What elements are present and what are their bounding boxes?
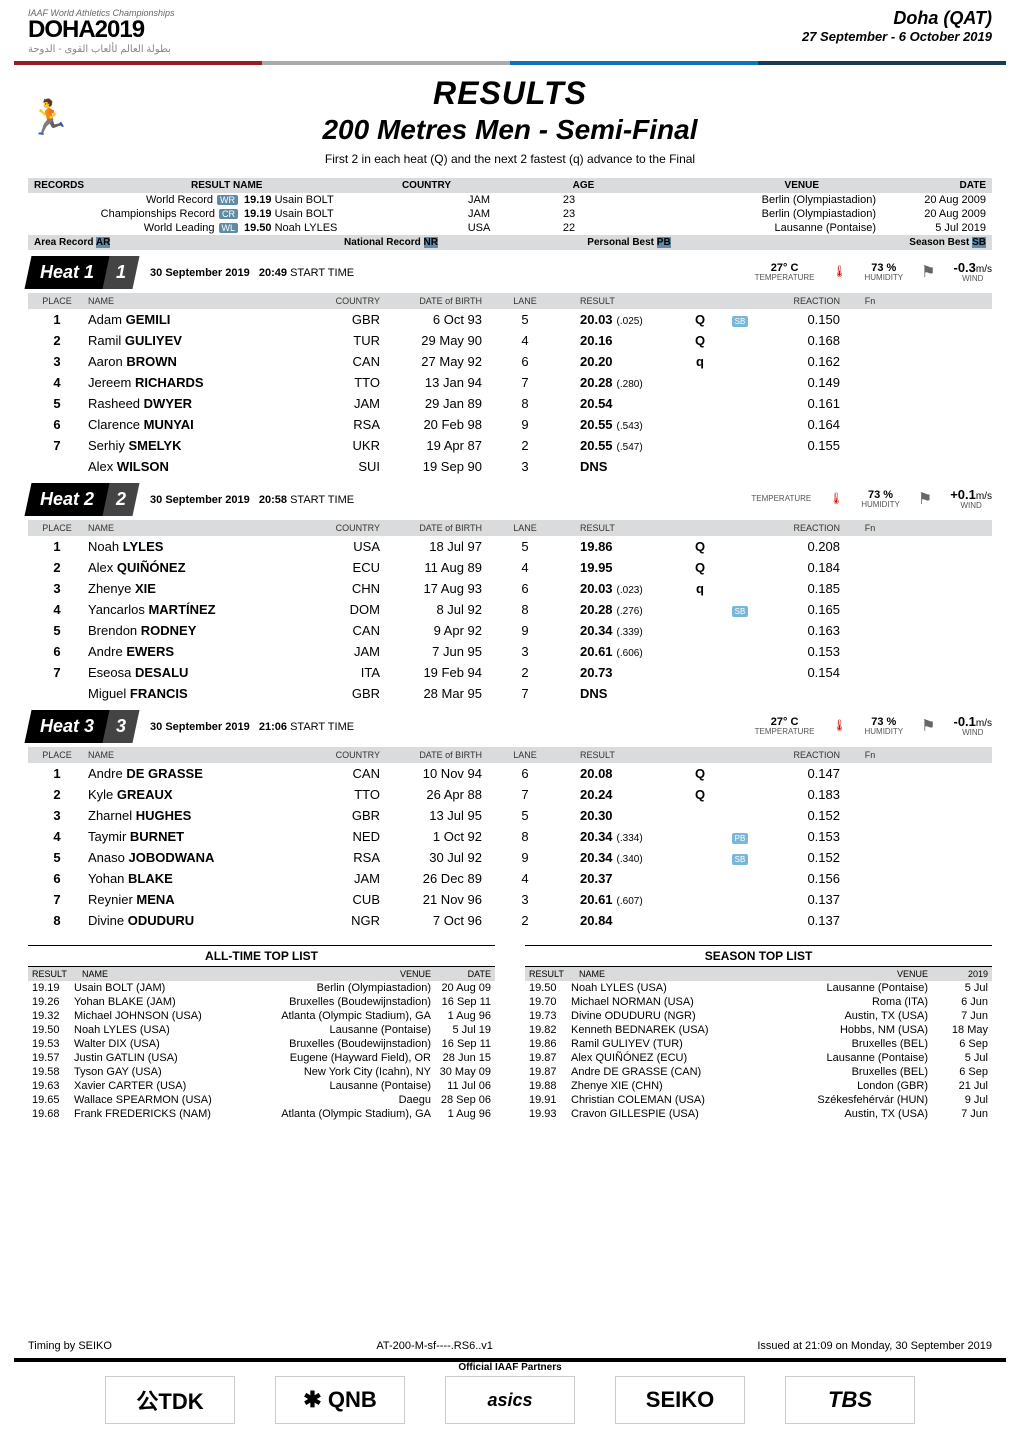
doha-logo: DOHA2019 [28, 16, 175, 44]
table-row: 3 Zhenye XIE CHN 17 Aug 93 6 20.03(.023)… [28, 578, 992, 599]
list-item: 19.50Noah LYLES (USA)Lausanne (Pontaise)… [525, 981, 992, 995]
header-right: Doha (QAT) 27 September - 6 October 2019 [802, 8, 992, 44]
timing-by: Timing by SEIKO [28, 1340, 112, 1352]
results-table: PLACE NAME COUNTRY DATE of BIRTH LANE RE… [28, 293, 992, 477]
sponsor-asics: asics [445, 1376, 575, 1424]
table-header: PLACE NAME COUNTRY DATE of BIRTH LANE RE… [28, 747, 992, 763]
atl-hdr-left: RESULT NAME VENUE DATE [28, 967, 495, 981]
heat-bar: Heat 2 2 30 September 2019 20:58 START T… [28, 483, 992, 516]
table-row: 3 Aaron BROWN CAN 27 May 92 6 20.20 q 0.… [28, 351, 992, 372]
table-row: 6 Yohan BLAKE JAM 26 Dec 89 4 20.37 0.15… [28, 868, 992, 889]
record-row: World RecordWR 19.19 Usain BOLT JAM 23 B… [28, 193, 992, 207]
city: Doha (QAT) [802, 8, 992, 29]
table-row: 6 Clarence MUNYAI RSA 20 Feb 98 9 20.55(… [28, 414, 992, 435]
sponsors: 公TDK ✱ QNB Official IAAF Partners asics … [0, 1368, 1020, 1442]
table-row: 5 Rasheed DWYER JAM 29 Jan 89 8 20.54 0.… [28, 393, 992, 414]
table-header: PLACE NAME COUNTRY DATE of BIRTH LANE RE… [28, 520, 992, 536]
record-row: Championships RecordCR 19.19 Usain BOLT … [28, 207, 992, 221]
sponsor-tdk: 公TDK [105, 1376, 235, 1424]
list-item: 19.86Ramil GULIYEV (TUR)Bruxelles (BEL)6… [525, 1037, 992, 1051]
heat-bar: Heat 3 3 30 September 2019 21:06 START T… [28, 710, 992, 743]
table-row: 2 Alex QUIÑÓNEZ ECU 11 Aug 89 4 19.95 Q … [28, 557, 992, 578]
table-row: 2 Ramil GULIYEV TUR 29 May 90 4 20.16 Q … [28, 330, 992, 351]
atl-title-right: SEASON TOP LIST [525, 945, 992, 967]
table-row: 7 Serhiy SMELYK UKR 19 Apr 87 2 20.55(.5… [28, 435, 992, 456]
table-row: 5 Brendon RODNEY CAN 9 Apr 92 9 20.34(.3… [28, 620, 992, 641]
list-item: 19.82Kenneth BEDNAREK (USA)Hobbs, NM (US… [525, 1023, 992, 1037]
table-row: 1 Noah LYLES USA 18 Jul 97 5 19.86 Q 0.2… [28, 536, 992, 557]
list-item: 19.93Cravon GILLESPIE (USA)Austin, TX (U… [525, 1107, 992, 1121]
header-left: IAAF World Athletics Championships DOHA2… [28, 8, 175, 55]
results-table: PLACE NAME COUNTRY DATE of BIRTH LANE RE… [28, 520, 992, 704]
list-item: 19.70Michael NORMAN (USA)Roma (ITA)6 Jun [525, 995, 992, 1009]
sponsor-qnb: ✱ QNB [275, 1376, 405, 1424]
heat-bar: Heat 1 1 30 September 2019 20:49 START T… [28, 256, 992, 289]
thermometer-icon: 🌡 [833, 266, 847, 278]
results-table: PLACE NAME COUNTRY DATE of BIRTH LANE RE… [28, 747, 992, 931]
list-item: 19.73Divine ODUDURU (NGR)Austin, TX (USA… [525, 1009, 992, 1023]
table-row: 2 Kyle GREAUX TTO 26 Apr 88 7 20.24 Q 0.… [28, 784, 992, 805]
list-item: 19.65Wallace SPEARMON (USA)Daegu28 Sep 0… [28, 1093, 495, 1107]
official-partners-label: Official IAAF Partners [458, 1362, 561, 1373]
table-row: 4 Jereem RICHARDS TTO 13 Jan 94 7 20.28(… [28, 372, 992, 393]
table-row: 6 Andre EWERS JAM 7 Jun 95 3 20.61(.606)… [28, 641, 992, 662]
table-row: 8 Divine ODUDURU NGR 7 Oct 96 2 20.84 0.… [28, 910, 992, 931]
table-header: PLACE NAME COUNTRY DATE of BIRTH LANE RE… [28, 293, 992, 309]
list-item: 19.32Michael JOHNSON (USA)Atlanta (Olymp… [28, 1009, 495, 1023]
season-top-list: SEASON TOP LIST RESULT NAME VENUE 2019 1… [525, 945, 992, 1121]
issued-at: Issued at 21:09 on Monday, 30 September … [757, 1340, 992, 1352]
runner-icon: 🏃 [28, 98, 70, 138]
table-row: 4 Yancarlos MARTÍNEZ DOM 8 Jul 92 8 20.2… [28, 599, 992, 620]
table-row: Miguel FRANCIS GBR 28 Mar 95 7 DNS [28, 683, 992, 704]
atl-hdr-right: RESULT NAME VENUE 2019 [525, 967, 992, 981]
atl-title-left: ALL-TIME TOP LIST [28, 945, 495, 967]
table-row: 3 Zharnel HUGHES GBR 13 Jul 95 5 20.30 0… [28, 805, 992, 826]
table-row: 1 Adam GEMILI GBR 6 Oct 93 5 20.03(.025)… [28, 309, 992, 330]
thermometer-icon: 🌡 [833, 720, 847, 732]
list-item: 19.53Walter DIX (USA)Bruxelles (Boudewij… [28, 1037, 495, 1051]
title-event: 200 Metres Men - Semi-Final [0, 114, 1020, 146]
all-time-top-list: ALL-TIME TOP LIST RESULT NAME VENUE DATE… [28, 945, 495, 1121]
top-rule [14, 61, 1006, 65]
list-item: 19.88Zhenye XIE (CHN)London (GBR)21 Jul [525, 1079, 992, 1093]
list-item: 19.57Justin GATLIN (USA)Eugene (Hayward … [28, 1051, 495, 1065]
title-block: RESULTS 200 Metres Men - Semi-Final Firs… [0, 65, 1020, 168]
list-item: 19.63Xavier CARTER (USA)Lausanne (Pontai… [28, 1079, 495, 1093]
records-header: RECORDS RESULT NAME COUNTRY AGE VENUE DA… [28, 178, 992, 193]
wind-flag-icon: ⚑ [918, 491, 932, 508]
wind-flag-icon: ⚑ [921, 718, 935, 735]
table-row: 5 Anaso JOBODWANA RSA 30 Jul 92 9 20.34(… [28, 847, 992, 868]
list-item: 19.50Noah LYLES (USA)Lausanne (Pontaise)… [28, 1023, 495, 1037]
table-row: 7 Eseosa DESALU ITA 19 Feb 94 2 20.73 0.… [28, 662, 992, 683]
table-row: 4 Taymir BURNET NED 1 Oct 92 8 20.34(.33… [28, 826, 992, 847]
list-item: 19.26Yohan BLAKE (JAM)Bruxelles (Boudewi… [28, 995, 495, 1009]
sponsor-tbs: TBS [785, 1376, 915, 1424]
title-results: RESULTS [0, 75, 1020, 112]
dates: 27 September - 6 October 2019 [802, 29, 992, 44]
records-block: RECORDS RESULT NAME COUNTRY AGE VENUE DA… [28, 178, 992, 250]
thermometer-icon: 🌡 [829, 493, 843, 505]
wind-flag-icon: ⚑ [921, 264, 935, 281]
record-legend: Area Record AR National Record NR Person… [28, 235, 992, 250]
footer: Timing by SEIKO AT-200-M-sf----.RS6..v1 … [0, 1336, 1020, 1442]
footer-line: Timing by SEIKO AT-200-M-sf----.RS6..v1 … [0, 1336, 1020, 1356]
table-row: 1 Andre DE GRASSE CAN 10 Nov 94 6 20.08 … [28, 763, 992, 784]
list-item: 19.87Andre DE GRASSE (CAN)Bruxelles (BEL… [525, 1065, 992, 1079]
doc-id: AT-200-M-sf----.RS6..v1 [376, 1340, 493, 1352]
all-time-lists: ALL-TIME TOP LIST RESULT NAME VENUE DATE… [28, 945, 992, 1121]
list-item: 19.68Frank FREDERICKS (NAM)Atlanta (Olym… [28, 1107, 495, 1121]
list-item: 19.58Tyson GAY (USA)New York City (Icahn… [28, 1065, 495, 1079]
title-sub: First 2 in each heat (Q) and the next 2 … [0, 152, 1020, 166]
list-item: 19.19Usain BOLT (JAM)Berlin (Olympiastad… [28, 981, 495, 995]
arabic-line: بطولة العالم لألعاب القوى - الدوحة [28, 44, 175, 55]
table-row: Alex WILSON SUI 19 Sep 90 3 DNS [28, 456, 992, 477]
record-row: World LeadingWL 19.50 Noah LYLES USA 22 … [28, 221, 992, 235]
sponsor-seiko: SEIKO [615, 1376, 745, 1424]
table-row: 7 Reynier MENA CUB 21 Nov 96 3 20.61(.60… [28, 889, 992, 910]
list-item: 19.87Alex QUIÑÓNEZ (ECU)Lausanne (Pontai… [525, 1051, 992, 1065]
list-item: 19.91Christian COLEMAN (USA)Székesfehérv… [525, 1093, 992, 1107]
